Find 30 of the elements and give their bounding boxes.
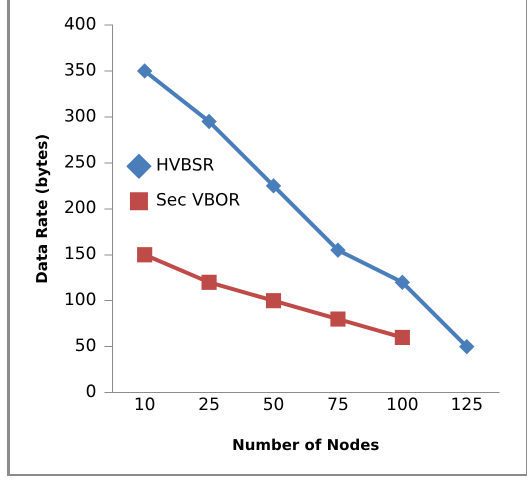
point (137, 63, 152, 78)
x-tick-label: 50 (262, 395, 284, 416)
y-tick-label: 0 (86, 382, 96, 402)
y-tick-label: 250 (64, 152, 96, 172)
x-tick-label: 10 (134, 395, 156, 416)
x-tick-label: 75 (327, 395, 349, 416)
point (266, 178, 282, 194)
y-tick-label: 50 (74, 336, 96, 356)
point (266, 293, 282, 308)
y-tick-label: 100 (64, 290, 96, 310)
x-tick-label: 100 (386, 395, 419, 416)
y-tick-label: 350 (64, 60, 96, 80)
point (459, 339, 474, 354)
point (394, 274, 410, 290)
y-tick-label: 150 (64, 244, 96, 264)
point (202, 114, 217, 129)
y-axis-title: Data Rate (bytes) (32, 134, 51, 284)
legend-label: Sec VBOR (156, 190, 240, 211)
x-tick-label: 125 (450, 395, 484, 416)
point (330, 242, 346, 258)
y-tick-label: 200 (64, 198, 96, 218)
point (137, 247, 152, 262)
y-tick-label: 300 (64, 106, 96, 126)
legend-label: HVBSR (156, 156, 215, 176)
point (330, 312, 346, 327)
y-tick-label: 400 (64, 14, 96, 34)
x-tick-label: 25 (198, 395, 220, 416)
point (202, 274, 217, 290)
point (394, 330, 410, 346)
x-axis-title: Number of Nodes (232, 436, 380, 454)
